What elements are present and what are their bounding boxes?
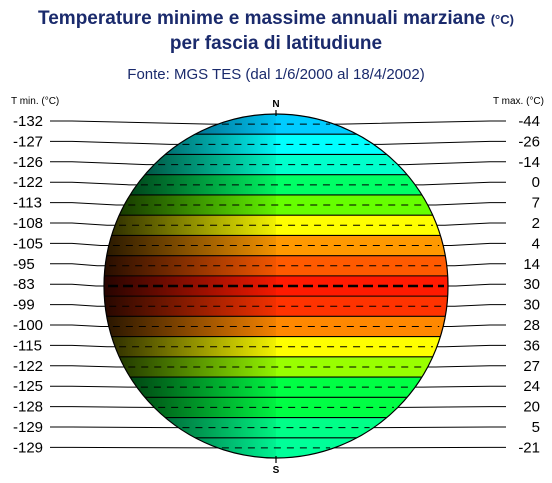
max-leader-line: [397, 161, 506, 166]
min-leader-line: [50, 242, 109, 247]
min-leader-line: [50, 324, 109, 327]
tmax-label: 28: [523, 317, 540, 334]
tmin-label: -129: [13, 439, 43, 456]
chart-source: Fonte: MGS TES (dal 1/6/2000 al 18/4/200…: [127, 66, 425, 83]
tmax-label: 14: [523, 256, 540, 273]
title-line-1: Temperature minime e massime annuali mar…: [38, 8, 486, 29]
min-leader-line: [50, 365, 125, 368]
min-leader-line: [50, 304, 106, 307]
tmin-label: -128: [13, 399, 43, 416]
tmin-label: -126: [13, 154, 43, 171]
tmin-label: -105: [13, 235, 43, 252]
tmin-label: -122: [13, 174, 43, 191]
max-leader-line: [446, 263, 506, 267]
title-unit: (°C): [490, 12, 514, 27]
tmin-label: -108: [13, 215, 43, 232]
max-leader-line: [415, 181, 506, 186]
tmax-label: -26: [518, 133, 540, 150]
tmax-label: 20: [523, 399, 540, 416]
min-leader-line: [50, 120, 218, 125]
tmax-label: 30: [523, 276, 540, 293]
tmin-label: -83: [13, 276, 35, 293]
tmax-label: 0: [532, 174, 540, 191]
tmin-label: -125: [13, 378, 43, 395]
tmax-label: 7: [532, 195, 540, 212]
max-leader-line: [436, 222, 506, 226]
tmax-label: 30: [523, 297, 540, 314]
max-leader-line: [373, 426, 506, 429]
max-leader-line: [443, 324, 506, 327]
tmax-header: T max. (°C): [493, 96, 544, 107]
min-leader-line: [50, 222, 116, 226]
max-leader-line: [427, 365, 506, 368]
tmax-label: 36: [523, 337, 540, 354]
min-leader-line: [50, 406, 155, 408]
max-leader-line: [334, 120, 506, 125]
max-leader-line: [427, 202, 506, 206]
max-leader-line: [415, 385, 506, 388]
chart-title: Temperature minime e massime annuali mar…: [0, 8, 552, 30]
tmin-label: -100: [13, 317, 43, 334]
tmin-label: -113: [13, 195, 42, 212]
max-leader-line: [397, 406, 506, 408]
tmin-label: -99: [13, 297, 35, 314]
tmin-label: -115: [13, 337, 42, 354]
tmin-label: -132: [13, 113, 43, 130]
south-pole-label: S: [273, 465, 280, 476]
min-leader-line: [50, 161, 155, 166]
north-pole-label: N: [272, 99, 279, 110]
tmin-label: -95: [13, 256, 35, 273]
min-leader-line: [50, 385, 137, 388]
tmin-label: -127: [13, 133, 43, 150]
tmax-label: 27: [523, 358, 540, 375]
max-leader-line: [373, 140, 506, 145]
max-leader-line: [443, 242, 506, 247]
max-leader-line: [446, 304, 506, 307]
tmax-label: -14: [518, 154, 540, 171]
tmax-label: 5: [532, 419, 540, 436]
tmin-label: -122: [13, 358, 43, 375]
min-leader-line: [50, 263, 106, 267]
tmin-label: -129: [13, 419, 43, 436]
tmax-label: 4: [532, 235, 540, 252]
disc-outline: [103, 113, 449, 459]
min-leader-line: [50, 426, 179, 429]
max-leader-line: [448, 283, 506, 287]
min-leader-line: [50, 181, 137, 186]
max-leader-line: [436, 344, 506, 348]
min-leader-line: [50, 283, 104, 287]
tmax-label: 24: [523, 378, 540, 395]
tmax-label: -44: [518, 113, 540, 130]
chart-subtitle: per fascia di latitudiune: [169, 33, 383, 54]
tmax-label: -21: [518, 439, 540, 456]
min-leader-line: [50, 140, 179, 145]
min-leader-line: [50, 202, 125, 206]
min-leader-line: [50, 344, 116, 348]
tmax-label: 2: [532, 215, 540, 232]
tmin-header: T min. (°C): [11, 96, 59, 107]
